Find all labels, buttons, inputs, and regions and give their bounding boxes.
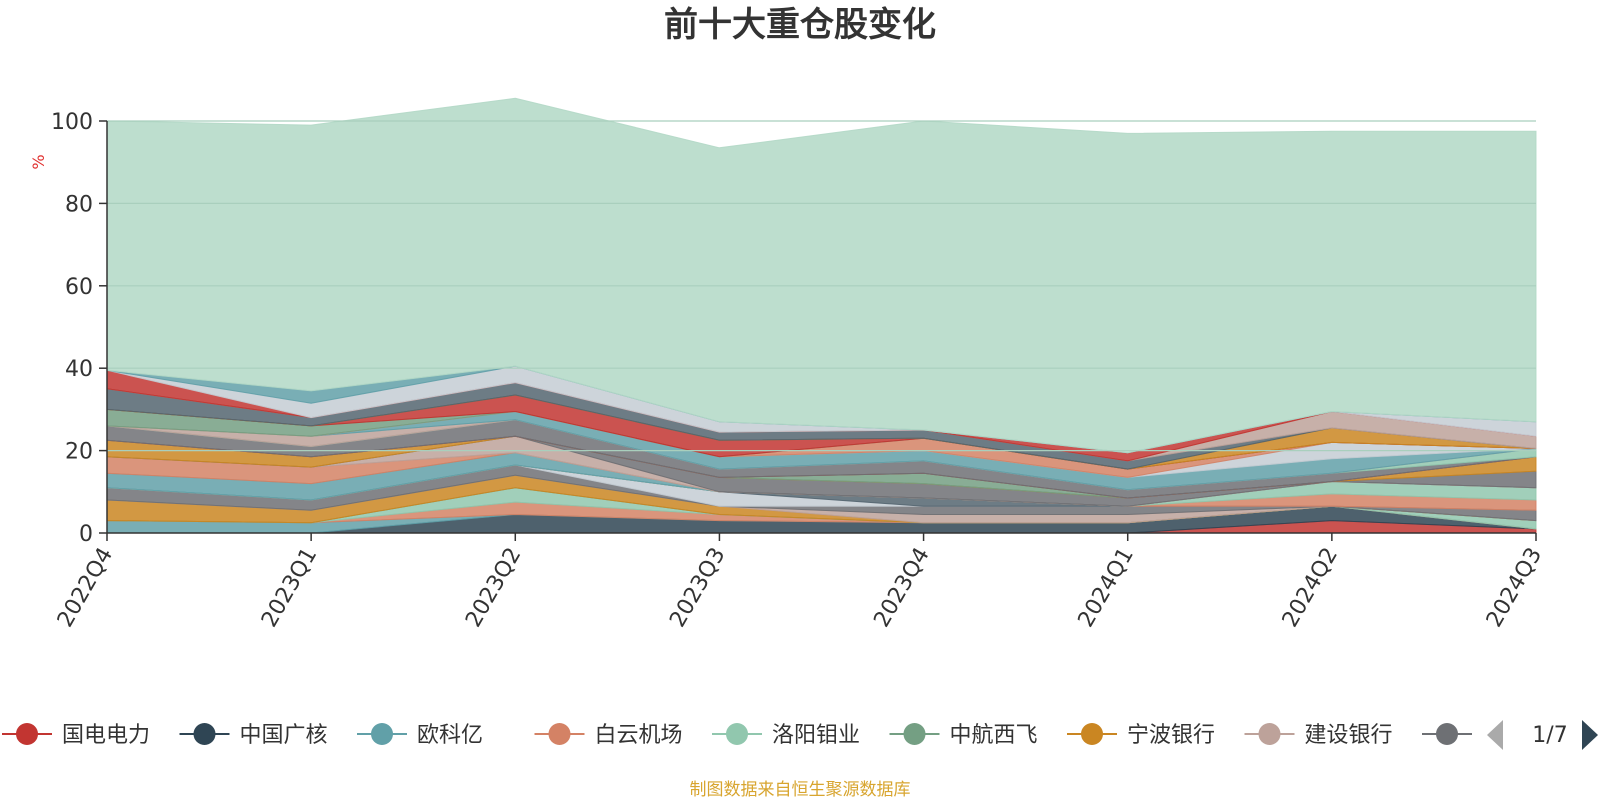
y-tick-label: 0 — [79, 522, 93, 547]
legend-label: 中航西飞 — [950, 723, 1038, 748]
x-tick-label: 2024Q2 — [1278, 544, 1343, 632]
legend-marker — [1436, 723, 1458, 745]
legend-marker — [16, 723, 38, 745]
legend-prev-icon[interactable] — [1487, 720, 1503, 750]
x-tick-label: 2024Q1 — [1074, 544, 1139, 632]
chart-title: 前十大重仓股变化 — [664, 5, 936, 45]
y-tick-label: 100 — [51, 110, 93, 135]
y-tick-label: 60 — [65, 275, 93, 300]
legend-item[interactable]: 中国广核 — [179, 723, 328, 748]
legend-label: 中国广核 — [240, 723, 328, 748]
series-area-34 — [106, 97, 1537, 454]
legend-marker — [1081, 723, 1103, 745]
legend-page-indicator: 1/7 — [1532, 723, 1567, 748]
legend-item[interactable]: 欧科亿 — [357, 723, 483, 748]
legend-label: 洛阳钼业 — [772, 723, 860, 748]
legend-item[interactable]: 中航西飞 — [889, 723, 1038, 748]
legend-item[interactable]: 宁波银行 — [1067, 723, 1215, 748]
x-tick-label: 2024Q3 — [1482, 544, 1547, 632]
legend-label: 欧科亿 — [417, 723, 483, 748]
grid-lines — [107, 120, 1536, 452]
y-tick-label: 80 — [65, 192, 93, 217]
legend-label: 宁波银行 — [1127, 723, 1215, 748]
x-tick-label: 2023Q2 — [461, 544, 526, 632]
legend-marker — [1258, 723, 1281, 745]
data-source-note: 制图数据来自恒生聚源数据库 — [690, 780, 911, 800]
legend-marker — [903, 723, 926, 745]
legend-item[interactable]: 建设银行 — [1244, 723, 1393, 748]
legend-item[interactable]: 仙琚制药 — [1422, 723, 1570, 748]
legend-label: 国电电力 — [62, 723, 150, 748]
legend-marker — [548, 723, 571, 745]
y-tick-label: 20 — [65, 440, 93, 465]
x-tick-label: 2023Q1 — [257, 544, 322, 632]
x-tick-label: 2023Q3 — [665, 544, 730, 632]
legend-next-icon[interactable] — [1582, 720, 1598, 750]
legend-marker — [193, 723, 216, 745]
legend-item[interactable]: 国电电力 — [2, 723, 150, 748]
y-axis-unit: % — [29, 154, 48, 169]
x-tick-label: 2022Q4 — [53, 544, 118, 632]
legend-label: 建设银行 — [1305, 723, 1393, 748]
legend-items: 国电电力 中国广核 欧科亿 白云机场 洛阳钼业 中航西飞 宁波银行 建设银行 仙琚制药 — [2, 723, 1570, 748]
y-tick-label: 40 — [65, 357, 93, 382]
legend-label: 白云机场 — [595, 723, 683, 748]
area-series-group — [106, 97, 1537, 534]
legend-item[interactable]: 白云机场 — [534, 723, 683, 748]
x-tick-label: 2023Q4 — [869, 544, 934, 632]
legend-item[interactable]: 洛阳钼业 — [712, 723, 860, 748]
legend-marker — [371, 723, 393, 745]
legend-marker — [726, 723, 748, 745]
